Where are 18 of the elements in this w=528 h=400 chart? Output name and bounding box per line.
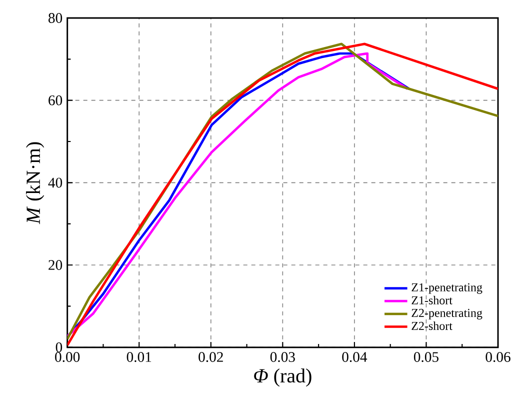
x-tick-label: 0.03: [270, 352, 295, 362]
legend-label: Z1-penetrating: [412, 283, 482, 294]
y-tick-label: 80: [48, 13, 62, 23]
x-tick-label: 0.06: [486, 352, 510, 362]
x-tick-label: 0.04: [342, 352, 368, 362]
x-tick-label: 0.01: [126, 352, 152, 362]
x-axis-title: Φ (rad): [254, 368, 312, 387]
y-tick-label: 40: [48, 178, 62, 188]
y-tick-label: 0: [56, 342, 62, 352]
y-tick-label: 60: [48, 95, 62, 106]
x-tick-label: 0.05: [414, 352, 438, 362]
y-axis-title: M (kN·m): [26, 142, 44, 224]
legend-label: Z2-penetrating: [412, 308, 482, 320]
x-tick-label: 0.00: [55, 352, 80, 362]
legend-label: Z2-short: [412, 322, 452, 330]
x-tick-label: 0.02: [198, 352, 223, 362]
y-tick-label: 20: [48, 260, 62, 270]
legend-label: Z1-short: [412, 296, 452, 304]
